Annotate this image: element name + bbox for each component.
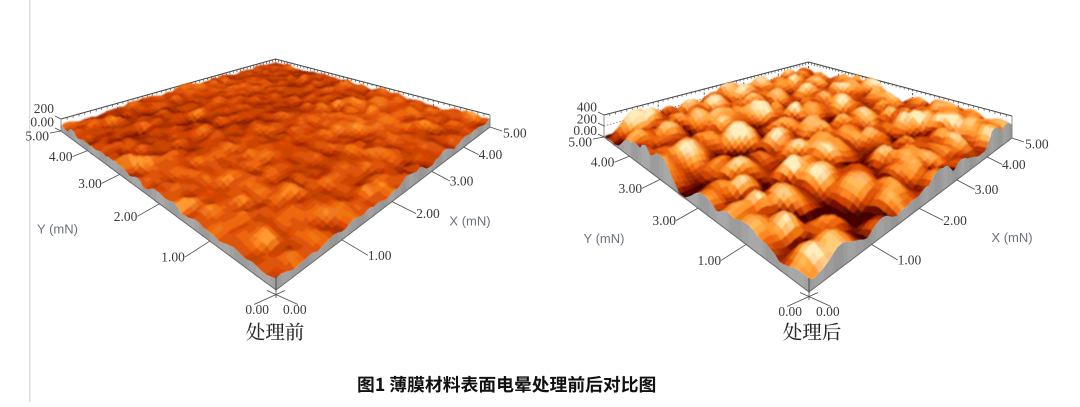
svg-text:X (mN): X (mN)	[449, 214, 490, 229]
svg-text:Y (mN): Y (mN)	[37, 222, 78, 237]
svg-text:200: 200	[34, 101, 55, 116]
svg-text:5.00: 5.00	[568, 135, 592, 150]
svg-text:4.00: 4.00	[479, 147, 503, 162]
svg-text:0.00: 0.00	[778, 304, 802, 319]
svg-text:0.00: 0.00	[283, 302, 307, 317]
svg-text:3.00: 3.00	[975, 182, 999, 197]
svg-text:5.00: 5.00	[1025, 137, 1049, 152]
svg-text:3.00: 3.00	[78, 176, 102, 191]
svg-text:200: 200	[577, 112, 598, 127]
svg-text:1.00: 1.00	[368, 248, 392, 263]
svg-text:2.00: 2.00	[416, 206, 440, 221]
svg-text:1.00: 1.00	[161, 250, 185, 265]
svg-text:4.00: 4.00	[1002, 157, 1026, 172]
svg-text:2.00: 2.00	[114, 209, 138, 224]
svg-text:4.00: 4.00	[49, 149, 73, 164]
svg-text:Y (mN): Y (mN)	[584, 231, 625, 246]
svg-text:5.00: 5.00	[25, 129, 49, 144]
svg-text:0.00: 0.00	[573, 123, 597, 138]
svg-text:0.00: 0.00	[245, 302, 269, 317]
svg-text:3.00: 3.00	[618, 181, 642, 196]
svg-text:0.00: 0.00	[816, 304, 840, 319]
svg-text:0.00: 0.00	[30, 115, 54, 130]
svg-text:400: 400	[577, 100, 598, 115]
svg-text:1.00: 1.00	[697, 253, 721, 268]
svg-text:5.00: 5.00	[503, 126, 527, 141]
svg-text:X (mN): X (mN)	[991, 230, 1032, 245]
svg-text:4.00: 4.00	[591, 155, 615, 170]
svg-text:2.00: 2.00	[943, 213, 967, 228]
svg-text:3.00: 3.00	[450, 173, 474, 188]
svg-text:1.00: 1.00	[898, 253, 922, 268]
svg-text:3.00: 3.00	[652, 213, 676, 228]
